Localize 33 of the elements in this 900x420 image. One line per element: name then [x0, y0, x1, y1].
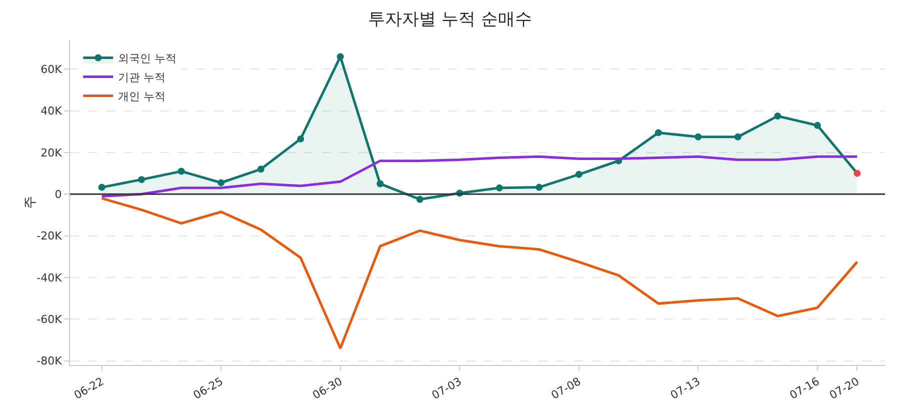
- point: [257, 166, 264, 173]
- y-tick-label: -60K: [36, 313, 63, 326]
- y-tick-label: 40K: [40, 104, 63, 118]
- point: [297, 135, 304, 142]
- y-tick-label: -40K: [36, 271, 63, 284]
- y-tick-label: 60K: [40, 63, 63, 76]
- point: [496, 184, 503, 192]
- point: [416, 196, 424, 203]
- point: [376, 180, 384, 188]
- point: [814, 122, 821, 129]
- point: [178, 168, 185, 175]
- chart-title: 투자자별 누적 순매수: [368, 10, 532, 30]
- point: [654, 129, 662, 136]
- point: [774, 112, 782, 120]
- y-axis-title: 주: [23, 196, 38, 209]
- point: [218, 179, 225, 186]
- legend-label: 외국인 누적: [118, 52, 177, 66]
- point: [98, 184, 106, 191]
- y-tick-label: 0: [54, 188, 62, 202]
- y-tick-label: -20K: [36, 230, 63, 243]
- point: [536, 184, 543, 191]
- line-series: [100, 155, 858, 198]
- y-tick-label: 20K: [40, 146, 63, 160]
- point: [734, 133, 742, 140]
- legend-label: 개인 누적: [118, 90, 166, 104]
- y-tick-label: -80K: [36, 354, 63, 368]
- point: [694, 133, 702, 140]
- point: [138, 176, 146, 184]
- point: [336, 53, 344, 60]
- point: [575, 170, 582, 178]
- point: [854, 170, 861, 177]
- line-series: [100, 197, 858, 350]
- legend-label: 기관 누적: [118, 71, 166, 84]
